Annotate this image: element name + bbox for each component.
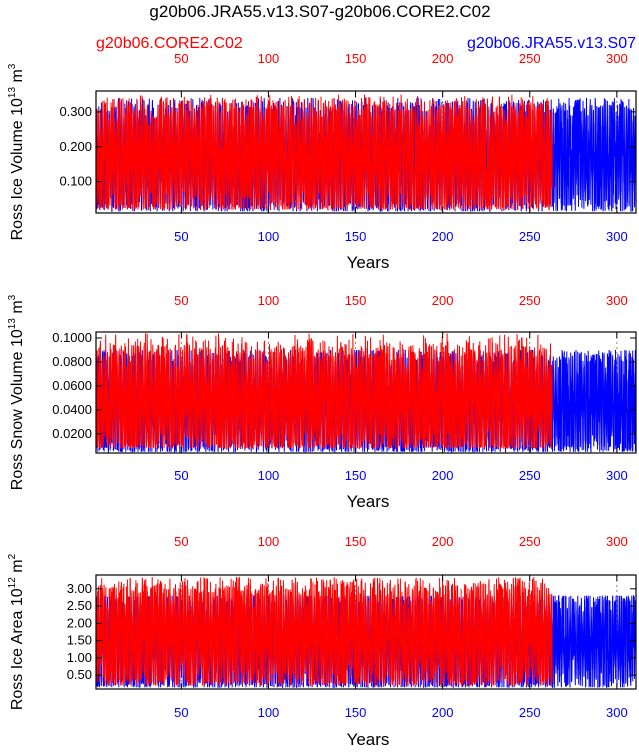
y-tick-label: 3.00 bbox=[67, 581, 92, 596]
x-tick-label-bottom: 100 bbox=[258, 705, 280, 720]
x-tick-label-bottom: 300 bbox=[606, 229, 628, 244]
x-tick-label-bottom: 50 bbox=[174, 468, 188, 483]
y-tick-label: 0.50 bbox=[67, 667, 92, 682]
x-tick-label-bottom: 200 bbox=[432, 229, 454, 244]
chart-panel-2: 0.0200 0.0400 0.0600 0.0800 0.1000 50 50 100 100… bbox=[7, 293, 637, 511]
y-tick-label: 2.00 bbox=[67, 615, 92, 630]
x-tick-label-top: 100 bbox=[258, 51, 280, 66]
legend-core2: g20b06.CORE2.C02 bbox=[96, 35, 243, 52]
x-tick-label-top: 300 bbox=[606, 51, 628, 66]
x-tick-label-top: 50 bbox=[174, 293, 188, 308]
x-tick-label-bottom: 50 bbox=[174, 229, 188, 244]
y-tick-label: 0.0800 bbox=[52, 354, 92, 369]
series-line-core2 bbox=[96, 576, 553, 686]
x-tick-label-top: 300 bbox=[606, 293, 628, 308]
y-label-main: Ross Snow Volume 10 bbox=[9, 329, 26, 490]
y-label-unit-exponent: 3 bbox=[7, 294, 18, 300]
y-label-exponent: 13 bbox=[7, 318, 18, 330]
x-tick-label-bottom: 150 bbox=[345, 229, 367, 244]
x-tick-label-top: 100 bbox=[258, 534, 280, 549]
chart-panel-1: 0.100 0.200 0.300 50 50 100 100 150 150 200 200 250… bbox=[7, 51, 637, 272]
y-axis-label: Ross Ice Volume 1013 m3 bbox=[7, 63, 26, 240]
plot-frame bbox=[95, 574, 637, 690]
y-axis-label: Ross Ice Area 1012 m2 bbox=[7, 553, 26, 710]
x-tick-label-top: 200 bbox=[432, 51, 454, 66]
x-tick-label-bottom: 50 bbox=[174, 705, 188, 720]
x-tick-label-bottom: 100 bbox=[258, 468, 280, 483]
y-tick-label: 2.50 bbox=[67, 598, 92, 613]
y-label-main: Ross Ice Volume 10 bbox=[9, 98, 26, 240]
y-label-unit-exponent: 2 bbox=[7, 553, 18, 559]
x-tick-label-top: 50 bbox=[174, 534, 188, 549]
x-tick-label-top: 250 bbox=[519, 293, 541, 308]
y-tick-label: 1.00 bbox=[67, 650, 92, 665]
x-tick-label-top: 50 bbox=[174, 51, 188, 66]
y-tick-label: 1.50 bbox=[67, 633, 92, 648]
y-label-unit: m bbox=[9, 300, 26, 318]
y-label-unit-exponent: 3 bbox=[7, 63, 18, 69]
x-tick-label-top: 150 bbox=[345, 534, 367, 549]
x-axis-label: Years bbox=[347, 492, 390, 511]
x-tick-label-bottom: 300 bbox=[606, 468, 628, 483]
x-axis-label: Years bbox=[347, 253, 390, 272]
x-tick-label-bottom: 150 bbox=[345, 705, 367, 720]
chart-panel-3: 0.50 1.00 1.50 2.00 2.50 3.00 50 50 100 100 150 150… bbox=[7, 534, 637, 749]
y-tick-label: 0.1000 bbox=[52, 330, 92, 345]
x-tick-label-bottom: 100 bbox=[258, 229, 280, 244]
y-tick-label: 0.100 bbox=[59, 174, 92, 189]
chart-panels: 0.1000.2000.3005050100100150150200200250… bbox=[7, 51, 637, 749]
figure-title: g20b06.JRA55.v13.S07-g20b06.CORE2.C02 bbox=[149, 2, 490, 21]
x-tick-label-bottom: 200 bbox=[432, 468, 454, 483]
x-tick-label-top: 100 bbox=[258, 293, 280, 308]
x-tick-label-bottom: 300 bbox=[606, 705, 628, 720]
x-tick-label-bottom: 150 bbox=[345, 468, 367, 483]
x-tick-label-bottom: 250 bbox=[519, 705, 541, 720]
x-tick-label-top: 200 bbox=[432, 534, 454, 549]
legend-jra55: g20b06.JRA55.v13.S07 bbox=[467, 35, 636, 52]
y-tick-label: 0.200 bbox=[59, 139, 92, 154]
y-tick-label: 0.0400 bbox=[52, 402, 92, 417]
y-label-main: Ross Ice Area 10 bbox=[9, 588, 26, 710]
x-tick-label-top: 250 bbox=[519, 51, 541, 66]
x-axis-label: Years bbox=[347, 730, 390, 749]
plot-frame bbox=[95, 90, 637, 214]
x-tick-label-top: 300 bbox=[606, 534, 628, 549]
x-tick-label-bottom: 250 bbox=[519, 229, 541, 244]
series-line-core2 bbox=[96, 333, 553, 450]
y-tick-label: 0.0600 bbox=[52, 378, 92, 393]
y-label-unit: m bbox=[9, 559, 26, 577]
x-tick-label-bottom: 200 bbox=[432, 705, 454, 720]
x-tick-label-top: 150 bbox=[345, 51, 367, 66]
y-tick-label: 0.300 bbox=[59, 104, 92, 119]
y-axis-label: Ross Snow Volume 1013 m3 bbox=[7, 294, 26, 490]
y-label-unit: m bbox=[9, 69, 26, 87]
y-label-exponent: 13 bbox=[7, 87, 18, 99]
series-line-core2 bbox=[96, 94, 553, 211]
plot-frame bbox=[95, 331, 637, 454]
y-tick-label: 0.0200 bbox=[52, 426, 92, 441]
x-tick-label-top: 200 bbox=[432, 293, 454, 308]
x-tick-label-top: 250 bbox=[519, 534, 541, 549]
x-tick-label-top: 150 bbox=[345, 293, 367, 308]
y-label-exponent: 12 bbox=[7, 577, 18, 589]
x-tick-label-bottom: 250 bbox=[519, 468, 541, 483]
